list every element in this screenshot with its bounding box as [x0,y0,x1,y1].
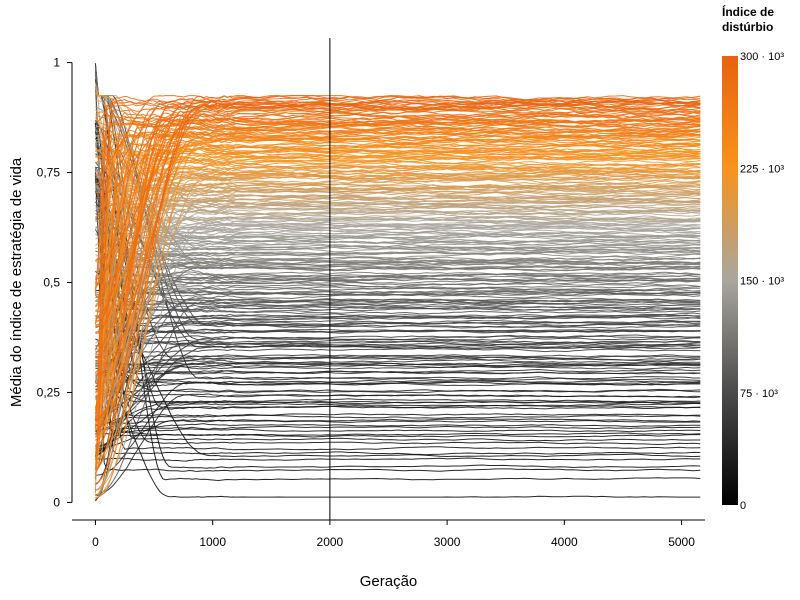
series-line [95,389,701,405]
series-lines [94,62,701,502]
y-tick-label: 0 [53,495,60,509]
axes: 0 1000 2000 3000 4000 5000 0 0,25 0,5 0,75 1 [37,56,705,549]
series-line [94,158,701,411]
series-line [95,126,701,307]
colorbar-ticks: 0 75 · 10³ 150 · 10³ 225 · 10³ 300 · 10³ [740,51,784,512]
series-line [94,95,701,421]
series-line [94,122,701,433]
y-tick-label: 0,75 [37,166,61,180]
series-line [94,174,701,472]
x-tick-label: 5000 [668,535,695,549]
legend-title-line-2: distúrbio [722,20,773,34]
series-line [95,321,701,366]
x-tick-label: 2000 [317,535,344,549]
series-line [95,271,701,303]
series-line [95,341,701,448]
series-line [95,355,701,394]
series-line [95,119,701,164]
series-line [95,155,701,197]
series-line [95,137,701,262]
series-line [95,281,701,384]
series-line [95,335,701,417]
series-line [95,126,701,471]
x-tick-label: 1000 [199,535,226,549]
series-line [95,99,701,377]
series-line [94,142,701,409]
series-line [94,264,701,480]
series-line [95,107,701,294]
series-line [94,173,701,451]
series-line [95,365,701,422]
series-line [95,367,701,498]
colorbar-tick-label: 0 [740,500,746,512]
series-line [94,95,701,325]
series-line [94,125,701,442]
y-tick-label: 0,5 [43,276,60,290]
series-line [95,134,701,199]
series-line [95,457,701,462]
series-line [95,208,701,492]
series-line [94,63,701,482]
series-line [95,177,701,459]
x-tick-label: 3000 [434,535,461,549]
series-line [95,319,701,359]
colorbar-tick-label: 150 · 10³ [740,276,784,288]
series-line [95,433,701,457]
x-axis-title: Geração [360,573,418,590]
colorbar-legend: Índice de distúrbio 0 75 · 10³ 150 · 10³ 22… [722,4,784,512]
series-line [95,175,701,200]
series-line [95,216,701,364]
x-tick-label: 0 [92,535,99,549]
series-line [94,166,701,279]
series-line [95,402,701,447]
colorbar-tick-label: 300 · 10³ [740,51,784,63]
series-line [95,104,701,334]
series-line [95,95,701,176]
series-line [95,328,701,348]
colorbar-tick-label: 75 · 10³ [740,388,778,400]
series-line [95,144,701,426]
series-line [95,224,701,414]
series-line [95,380,701,476]
colorbar [722,56,738,505]
series-line [95,423,701,455]
series-line [95,199,701,229]
colorbar-tick-label: 225 · 10³ [740,163,784,175]
series-line [95,191,701,359]
y-tick-label: 0,25 [37,385,61,399]
series-line [94,79,701,384]
series-line [95,313,701,426]
series-line [95,343,701,398]
x-tick-label: 4000 [551,535,578,549]
series-line [95,123,701,469]
series-line [95,338,701,446]
series-line [94,172,701,430]
series-line [94,130,701,456]
series-line [94,161,701,450]
series-line [94,137,701,344]
series-line [95,299,701,495]
series-line [95,394,701,497]
y-tick-label: 1 [53,56,60,70]
legend-title-line-1: Índice de [722,4,774,19]
series-line [95,418,701,450]
series-line [95,354,701,367]
series-line [95,176,701,500]
series-line [95,432,701,437]
series-line [95,116,701,408]
series-line [95,164,701,365]
y-axis-title: Média do índice de estratégia de vida [8,157,25,407]
series-line [95,188,701,324]
series-line [95,315,701,403]
series-line [95,413,701,502]
series-line [94,142,701,206]
